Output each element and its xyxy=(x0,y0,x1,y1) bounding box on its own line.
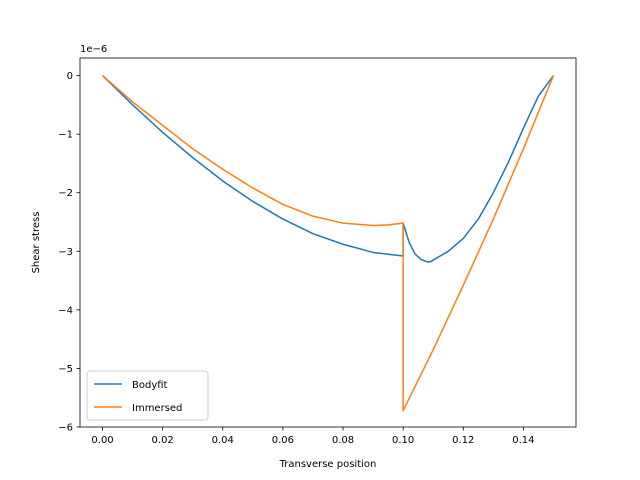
legend-label-bodyfit: Bodyfit xyxy=(132,380,168,391)
x-axis-label: Transverse position xyxy=(279,459,377,470)
plot-lines xyxy=(102,75,555,412)
x-tick-label: 0.14 xyxy=(512,435,534,446)
ticks-layer: 0.00 0.02 0.04 0.06 0.08 0.10 0.12 0.14 0 −1 −2 −3 −… xyxy=(58,71,534,446)
series-line-immersed xyxy=(102,75,555,412)
x-tick-label: 0.06 xyxy=(272,435,294,446)
y-tick-label: −5 xyxy=(58,364,73,375)
x-tick-label: 0.08 xyxy=(332,435,354,446)
y-offset-text: 1e−6 xyxy=(80,44,107,55)
series-line-bodyfit xyxy=(102,75,555,263)
axes-frame xyxy=(79,57,577,428)
y-tick-label: −3 xyxy=(58,247,73,258)
y-tick-label: −2 xyxy=(58,188,73,199)
y-tick-label: 0 xyxy=(67,71,73,82)
y-tick-label: −4 xyxy=(58,305,73,316)
x-tick-label: 0.02 xyxy=(152,435,174,446)
legend-label-immersed: Immersed xyxy=(132,403,182,414)
y-tick-label: −6 xyxy=(58,423,73,434)
y-tick-label: −1 xyxy=(58,130,73,141)
x-tick-label: 0.00 xyxy=(91,435,113,446)
x-tick-label: 0.10 xyxy=(392,435,414,446)
y-axis-label: Shear stress xyxy=(31,212,42,274)
legend: Bodyfit Immersed xyxy=(86,370,209,421)
x-tick-label: 0.04 xyxy=(212,435,234,446)
x-tick-label: 0.12 xyxy=(452,435,474,446)
